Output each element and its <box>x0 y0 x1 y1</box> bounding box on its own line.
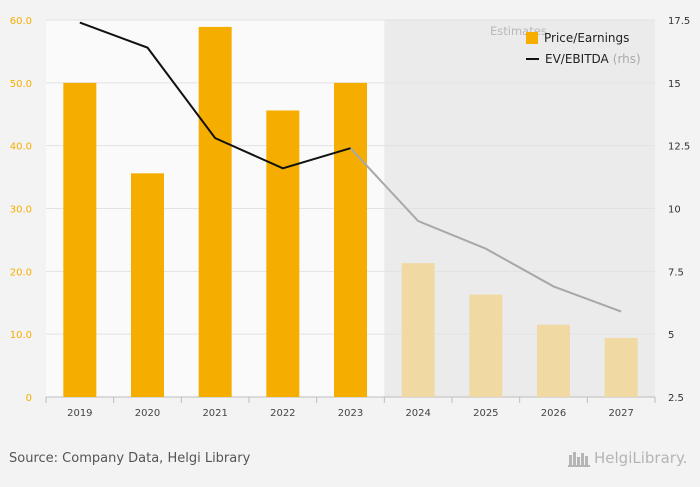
y-left-tick-label: 40.0 <box>10 142 32 153</box>
helgi-library-logo: HelgiLibrary. <box>568 449 687 467</box>
bar-price-earnings <box>334 83 367 397</box>
legend-item-ev-ebitda[interactable]: EV/EBITDA (rhs) <box>526 48 641 69</box>
bar-price-earnings <box>605 338 638 397</box>
y-right-tick-label: 12.5 <box>668 142 690 153</box>
bar-price-earnings <box>199 27 232 397</box>
x-tick-label: 2023 <box>338 408 363 419</box>
x-tick-label: 2025 <box>473 408 498 419</box>
x-tick-label: 2022 <box>270 408 295 419</box>
bar-price-earnings <box>537 325 570 397</box>
y-right-tick-label: 10 <box>668 205 681 216</box>
legend-label-ev-ebitda: EV/EBITDA <box>545 52 609 66</box>
bar-price-earnings <box>63 83 96 397</box>
legend: Price/Earnings EV/EBITDA (rhs) <box>526 27 641 69</box>
y-right-tick-label: 17.5 <box>668 16 690 27</box>
y-right-tick-label: 5 <box>668 330 674 341</box>
y-left-tick-label: 50.0 <box>10 79 32 90</box>
x-tick-label: 2026 <box>541 408 566 419</box>
legend-swatch-bar <box>526 32 538 44</box>
legend-label-price-earnings: Price/Earnings <box>544 31 629 45</box>
logo-text-library: Library. <box>632 449 687 467</box>
x-tick-label: 2019 <box>67 408 92 419</box>
x-tick-label: 2024 <box>405 408 430 419</box>
y-right-tick-label: 7.5 <box>668 267 684 278</box>
y-left-tick-label: 20.0 <box>10 267 32 278</box>
logo-text: HelgiLibrary. <box>594 449 687 467</box>
bar-price-earnings <box>469 295 502 397</box>
x-tick-label: 2027 <box>608 408 633 419</box>
legend-item-price-earnings[interactable]: Price/Earnings <box>526 27 641 48</box>
legend-rhs-suffix: (rhs) <box>613 52 641 66</box>
y-right-tick-label: 15 <box>668 79 681 90</box>
source-note: Source: Company Data, Helgi Library <box>9 451 250 466</box>
x-tick-label: 2020 <box>135 408 160 419</box>
bar-price-earnings <box>266 110 299 397</box>
books-logo-icon <box>568 449 594 467</box>
y-left-tick-label: 0 <box>26 393 32 404</box>
y-right-tick-label: 2.5 <box>668 393 684 404</box>
legend-swatch-line <box>526 58 539 60</box>
x-tick-label: 2021 <box>202 408 227 419</box>
bar-price-earnings <box>402 263 435 397</box>
y-left-tick-label: 60.0 <box>10 16 32 27</box>
y-left-tick-label: 30.0 <box>10 205 32 216</box>
y-left-tick-label: 10.0 <box>10 330 32 341</box>
bar-price-earnings <box>131 173 164 397</box>
logo-text-helgi: Helgi <box>594 449 632 467</box>
